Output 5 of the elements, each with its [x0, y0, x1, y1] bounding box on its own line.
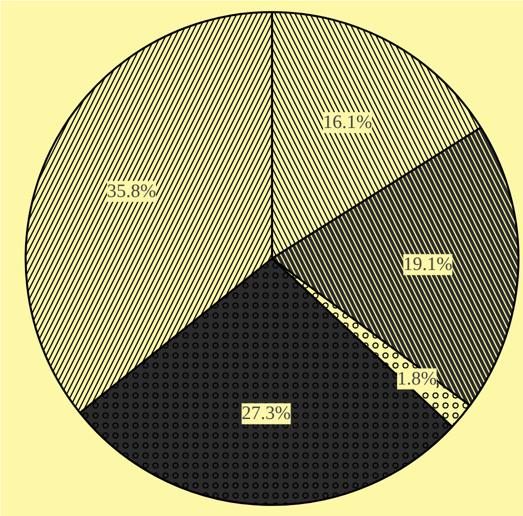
- data-label: 16.1%: [322, 112, 372, 134]
- data-label: 19.1%: [403, 254, 453, 276]
- data-label: 35.8%: [106, 180, 156, 202]
- data-label: 27.3%: [242, 403, 291, 424]
- data-label: 1.8%: [397, 368, 437, 390]
